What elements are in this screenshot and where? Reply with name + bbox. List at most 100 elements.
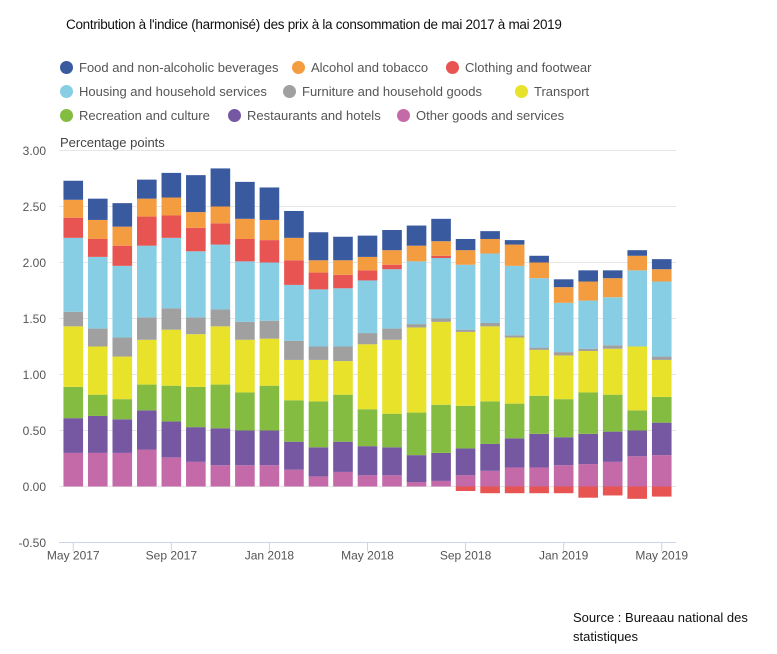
bar-segment[interactable] [186, 461, 206, 487]
bar-segment[interactable] [455, 475, 476, 487]
bar-segment[interactable] [455, 448, 476, 476]
bar-segment[interactable] [529, 395, 549, 434]
bar-segment[interactable] [480, 322, 500, 327]
bar-segment[interactable] [480, 470, 500, 487]
legend-item-restaurants[interactable]: Restaurants and hotels [228, 108, 381, 123]
bar-segment[interactable] [259, 240, 280, 263]
bar-segment[interactable] [333, 361, 353, 395]
bar-segment[interactable] [406, 324, 427, 328]
bar-segment[interactable] [333, 441, 353, 472]
bar-segment[interactable] [161, 421, 182, 458]
bar-stack[interactable] [382, 230, 402, 487]
bar-segment[interactable] [553, 355, 574, 400]
bar-segment[interactable] [529, 255, 549, 263]
bar-segment[interactable] [480, 486, 500, 494]
bar-segment[interactable] [406, 455, 427, 483]
bar-segment[interactable] [333, 346, 353, 362]
bar-segment[interactable] [382, 413, 402, 448]
bar-segment[interactable] [382, 250, 402, 265]
bar-segment[interactable] [357, 333, 378, 345]
bar-segment[interactable] [382, 230, 402, 251]
bar-segment[interactable] [235, 339, 255, 393]
bar-stack[interactable] [137, 179, 157, 487]
bar-segment[interactable] [308, 401, 329, 448]
bar-segment[interactable] [284, 237, 304, 261]
bar-stack[interactable] [161, 172, 182, 487]
bar-segment[interactable] [651, 356, 672, 360]
bar-segment[interactable] [87, 256, 108, 329]
bar-segment[interactable] [63, 237, 84, 312]
bar-stack[interactable] [235, 181, 255, 487]
bar-segment[interactable] [602, 461, 623, 487]
bar-segment[interactable] [186, 212, 206, 228]
bar-segment[interactable] [455, 250, 476, 265]
bar-segment[interactable] [210, 244, 231, 310]
bar-stack[interactable] [553, 279, 574, 494]
bar-segment[interactable] [504, 337, 525, 404]
bar-segment[interactable] [87, 238, 108, 257]
bar-segment[interactable] [455, 264, 476, 330]
bar-segment[interactable] [602, 297, 623, 346]
bar-segment[interactable] [651, 422, 672, 456]
bar-segment[interactable] [357, 446, 378, 476]
bar-segment[interactable] [406, 482, 427, 487]
bar-segment[interactable] [406, 225, 427, 246]
bar-stack[interactable] [529, 255, 549, 494]
bar-stack[interactable] [112, 203, 133, 487]
bar-segment[interactable] [87, 219, 108, 239]
bar-segment[interactable] [333, 274, 353, 289]
bar-segment[interactable] [480, 231, 500, 239]
bar-segment[interactable] [235, 181, 255, 219]
bar-stack[interactable] [284, 210, 304, 487]
bar-segment[interactable] [357, 344, 378, 410]
bar-segment[interactable] [284, 340, 304, 360]
bar-stack[interactable] [406, 225, 427, 487]
bar-stack[interactable] [627, 250, 648, 499]
bar-segment[interactable] [259, 219, 280, 241]
bar-segment[interactable] [455, 331, 476, 406]
bar-segment[interactable] [602, 345, 623, 349]
bar-segment[interactable] [602, 348, 623, 395]
bar-segment[interactable] [651, 259, 672, 270]
bar-segment[interactable] [553, 302, 574, 353]
bar-segment[interactable] [259, 430, 280, 466]
bar-segment[interactable] [480, 253, 500, 323]
bar-segment[interactable] [357, 475, 378, 487]
bar-stack[interactable] [259, 187, 280, 487]
bar-segment[interactable] [137, 449, 157, 487]
bar-segment[interactable] [137, 245, 157, 318]
bar-segment[interactable] [333, 394, 353, 442]
bar-segment[interactable] [504, 335, 525, 338]
bar-segment[interactable] [431, 318, 451, 322]
bar-segment[interactable] [112, 452, 133, 487]
bar-segment[interactable] [161, 197, 182, 216]
bar-segment[interactable] [308, 260, 329, 273]
bar-segment[interactable] [553, 352, 574, 356]
bar-segment[interactable] [553, 399, 574, 438]
bar-segment[interactable] [602, 486, 623, 496]
bar-segment[interactable] [63, 311, 84, 327]
bar-stack[interactable] [308, 232, 329, 487]
bar-segment[interactable] [529, 467, 549, 487]
bar-segment[interactable] [186, 175, 206, 213]
bar-segment[interactable] [87, 328, 108, 347]
bar-segment[interactable] [112, 399, 133, 420]
bar-segment[interactable] [186, 317, 206, 335]
bar-segment[interactable] [455, 405, 476, 449]
bar-segment[interactable] [137, 410, 157, 450]
bar-segment[interactable] [112, 356, 133, 400]
bar-segment[interactable] [504, 240, 525, 245]
bar-segment[interactable] [651, 281, 672, 357]
bar-segment[interactable] [87, 394, 108, 416]
bar-segment[interactable] [431, 321, 451, 405]
bar-segment[interactable] [308, 447, 329, 477]
bar-segment[interactable] [210, 223, 231, 245]
bar-segment[interactable] [553, 279, 574, 288]
bar-segment[interactable] [504, 265, 525, 336]
bar-segment[interactable] [308, 346, 329, 360]
bar-segment[interactable] [627, 346, 648, 411]
bar-segment[interactable] [137, 317, 157, 340]
bar-segment[interactable] [578, 281, 598, 301]
bar-segment[interactable] [480, 401, 500, 444]
bar-segment[interactable] [63, 199, 84, 218]
